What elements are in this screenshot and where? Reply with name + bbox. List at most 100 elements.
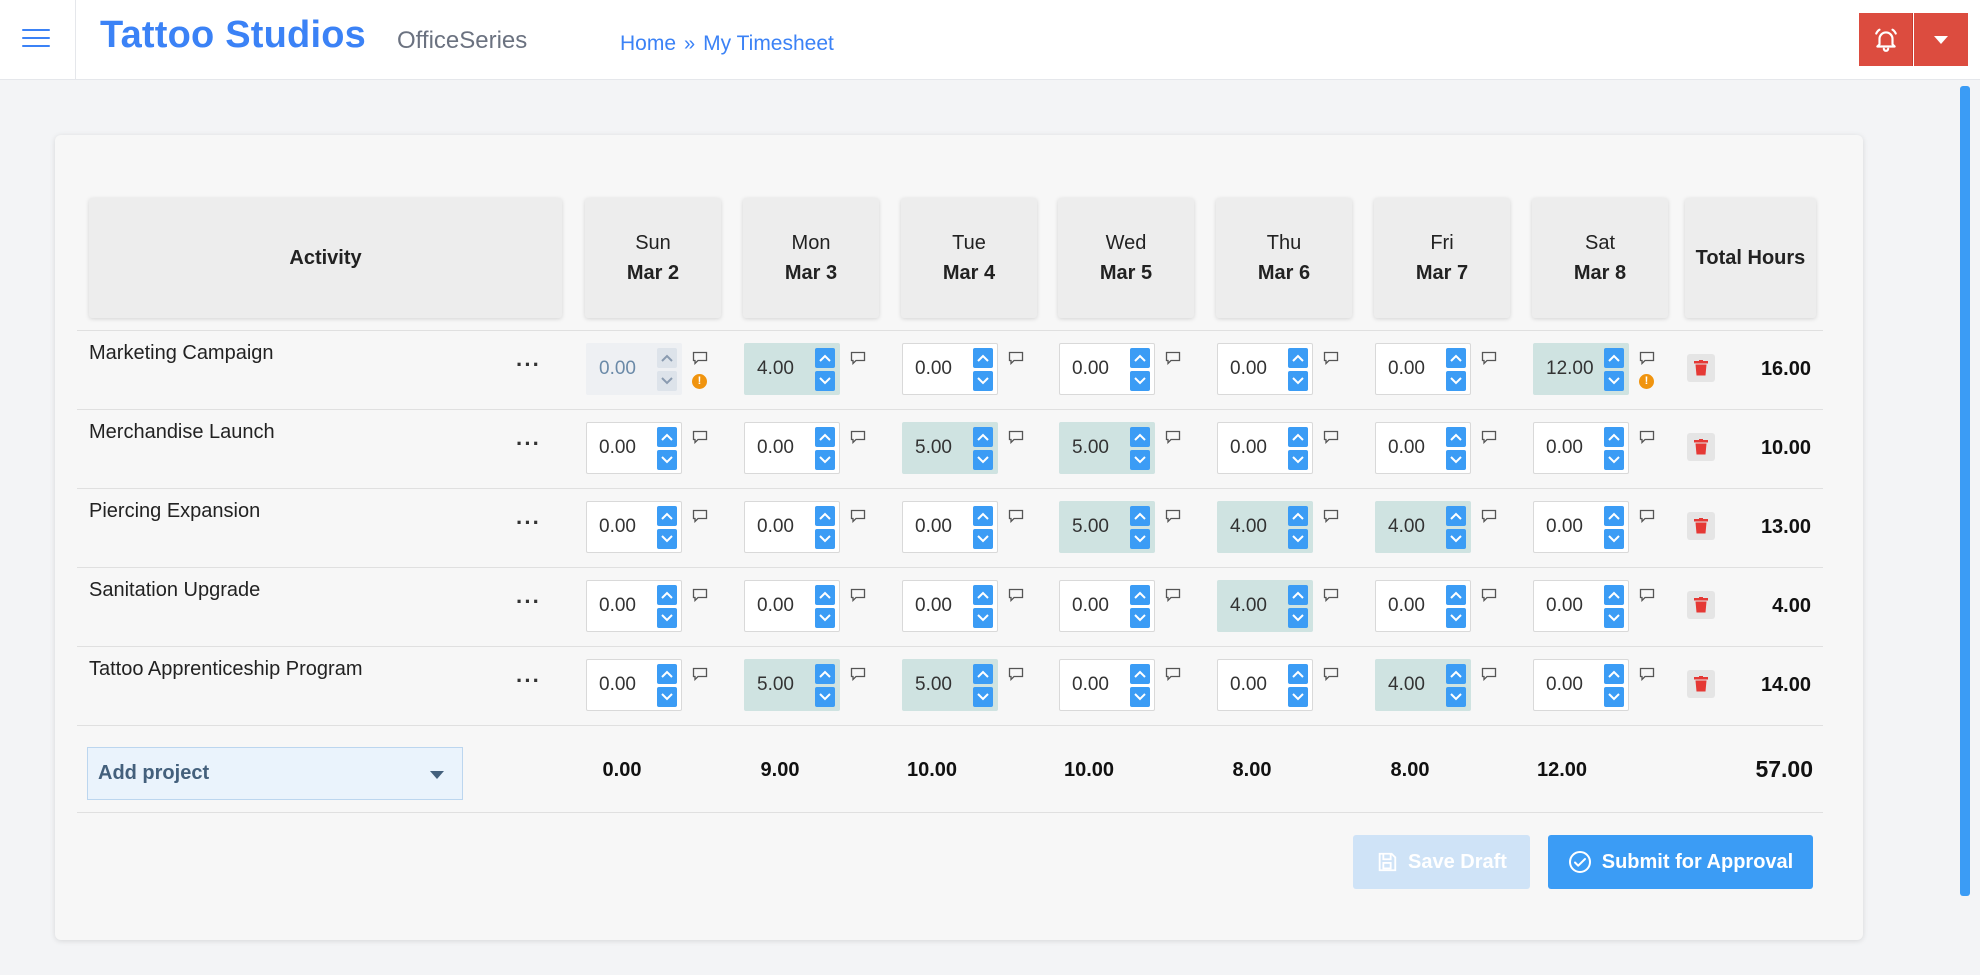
breadcrumb-home[interactable]: Home [620,32,677,55]
increment-button[interactable] [1446,585,1466,605]
hours-input[interactable]: 0.00 [1217,659,1313,711]
increment-button[interactable] [1288,427,1308,447]
decrement-button[interactable] [1446,371,1466,391]
decrement-button[interactable] [1446,687,1466,707]
delete-row-button[interactable] [1687,670,1715,698]
hours-input[interactable]: 4.00 [1375,659,1471,711]
delete-row-button[interactable] [1687,354,1715,382]
comment-icon[interactable] [1481,430,1497,444]
increment-button[interactable] [1288,585,1308,605]
increment-button[interactable] [815,348,835,368]
breadcrumb-current[interactable]: My Timesheet [703,32,834,55]
hours-input[interactable]: 12.00 [1533,343,1629,395]
hours-input[interactable]: 0.00 [586,659,682,711]
comment-icon[interactable] [850,667,866,681]
increment-button[interactable] [1446,506,1466,526]
decrement-button[interactable] [973,529,993,549]
decrement-button[interactable] [1130,529,1150,549]
decrement-button[interactable] [1604,608,1624,628]
increment-button[interactable] [1288,664,1308,684]
decrement-button[interactable] [815,687,835,707]
comment-icon[interactable] [1165,430,1181,444]
comment-icon[interactable] [850,588,866,602]
comment-icon[interactable] [1481,588,1497,602]
hours-input[interactable]: 0.00 [744,501,840,553]
increment-button[interactable] [815,664,835,684]
hours-input[interactable]: 4.00 [1375,501,1471,553]
hours-input[interactable]: 0.00 [744,580,840,632]
comment-icon[interactable] [1323,588,1339,602]
hours-input[interactable]: 4.00 [1217,580,1313,632]
decrement-button[interactable] [1130,608,1150,628]
comment-icon[interactable] [1008,667,1024,681]
row-menu-icon[interactable]: ··· [516,431,541,456]
hours-input[interactable]: 5.00 [1059,422,1155,474]
increment-button[interactable] [815,427,835,447]
add-project-select[interactable]: Add project [87,747,463,800]
save-draft-button[interactable]: Save Draft [1353,835,1530,889]
decrement-button[interactable] [815,608,835,628]
hours-input[interactable]: 0.00 [1375,580,1471,632]
decrement-button[interactable] [1446,450,1466,470]
hours-input[interactable]: 0.00 [1533,659,1629,711]
hours-input[interactable]: 0.00 [586,422,682,474]
decrement-button[interactable] [1130,371,1150,391]
comment-icon[interactable] [692,430,708,444]
hours-input[interactable]: 0.00 [902,343,998,395]
comment-icon[interactable] [1008,509,1024,523]
comment-icon[interactable] [692,588,708,602]
decrement-button[interactable] [973,687,993,707]
hours-input[interactable]: 0.00 [902,580,998,632]
hours-input[interactable]: 0.00 [1533,422,1629,474]
increment-button[interactable] [1130,585,1150,605]
increment-button[interactable] [973,506,993,526]
decrement-button[interactable] [815,371,835,391]
hours-input[interactable]: 5.00 [1059,501,1155,553]
increment-button[interactable] [1130,506,1150,526]
hours-input[interactable]: 0.00 [1217,422,1313,474]
comment-icon[interactable] [1639,509,1655,523]
hours-input[interactable]: 5.00 [902,422,998,474]
increment-button[interactable] [973,664,993,684]
increment-button[interactable] [973,585,993,605]
increment-button[interactable] [657,348,677,368]
comment-icon[interactable] [850,351,866,365]
decrement-button[interactable] [1288,371,1308,391]
comment-icon[interactable] [1481,667,1497,681]
comment-icon[interactable] [1323,509,1339,523]
increment-button[interactable] [1604,348,1624,368]
comment-icon[interactable] [1165,588,1181,602]
decrement-button[interactable] [657,529,677,549]
comment-icon[interactable] [1165,351,1181,365]
submit-for-approval-button[interactable]: Submit for Approval [1548,835,1813,889]
hours-input[interactable]: 5.00 [902,659,998,711]
increment-button[interactable] [1604,506,1624,526]
increment-button[interactable] [1288,506,1308,526]
user-menu-button[interactable] [1914,13,1968,66]
delete-row-button[interactable] [1687,433,1715,461]
hours-input[interactable]: 0.00 [1059,580,1155,632]
decrement-button[interactable] [973,450,993,470]
comment-icon[interactable] [1008,351,1024,365]
decrement-button[interactable] [1604,529,1624,549]
delete-row-button[interactable] [1687,591,1715,619]
decrement-button[interactable] [1130,450,1150,470]
decrement-button[interactable] [1288,529,1308,549]
increment-button[interactable] [1288,348,1308,368]
info-warning-icon[interactable]: ! [692,374,707,389]
hours-input[interactable]: 0.00 [1375,422,1471,474]
comment-icon[interactable] [1165,667,1181,681]
comment-icon[interactable] [1323,351,1339,365]
increment-button[interactable] [815,585,835,605]
decrement-button[interactable] [1604,371,1624,391]
hours-input[interactable]: 5.00 [744,659,840,711]
increment-button[interactable] [1446,348,1466,368]
hours-input[interactable]: 0.00 [586,580,682,632]
increment-button[interactable] [1130,348,1150,368]
increment-button[interactable] [657,664,677,684]
increment-button[interactable] [1446,427,1466,447]
increment-button[interactable] [1604,585,1624,605]
decrement-button[interactable] [815,450,835,470]
comment-icon[interactable] [1165,509,1181,523]
decrement-button[interactable] [973,371,993,391]
